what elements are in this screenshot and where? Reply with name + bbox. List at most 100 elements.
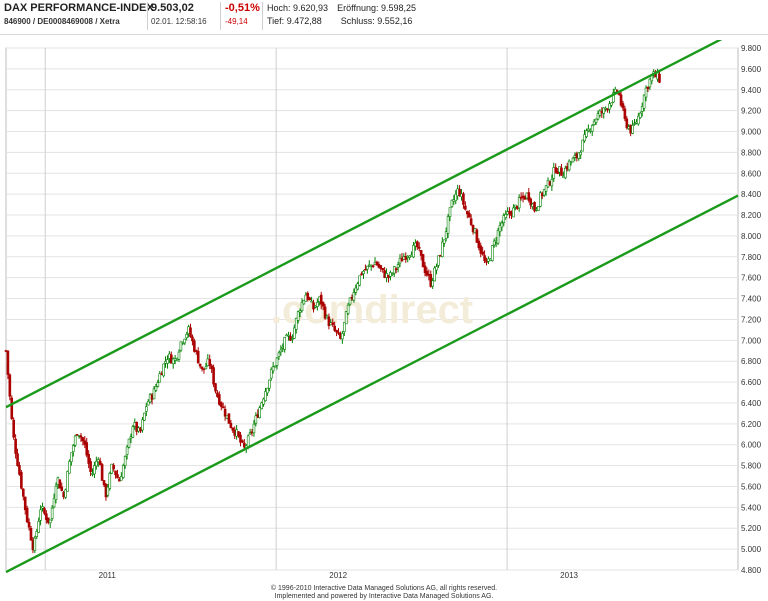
candle-body [400,257,404,262]
last-price: 9.503,02 [151,2,194,14]
candle-body [356,283,360,290]
candle-body [571,157,575,163]
candle-body [60,486,64,491]
candle-body [335,329,338,333]
high-value: 9.620,93 [293,3,329,13]
trend-channel-upper [5,29,739,409]
candle-body [519,196,523,199]
candle-body [527,192,531,201]
candle-body [587,128,590,131]
candle-body [485,261,488,263]
candle-body [193,340,196,352]
candle-body [41,506,44,509]
candle-body [48,519,52,524]
candle-body [223,408,227,417]
candle-body [327,316,331,327]
candle-body [146,401,150,406]
candle-body [319,294,323,305]
candle-body [162,363,165,377]
candle-body [360,273,363,276]
candle-body [539,192,542,207]
y-tick-label: 9.000 [741,128,762,137]
divider [262,2,263,30]
price-block: 9.503,02 02.01. 12:58:16 [151,2,207,28]
candle-body [500,222,504,228]
candle-body [58,479,62,489]
candle-body [321,302,325,307]
candle-body [75,434,79,436]
candle-body [567,160,571,171]
candle-body [262,398,265,405]
instrument-identifier: 846900 / DE0008469008 / Xetra [4,17,120,26]
candle-body [544,185,548,192]
x-tick-label: 2012 [329,571,347,580]
y-tick-label: 4.800 [741,566,762,575]
candle-body [462,193,465,205]
candle-body [8,374,12,397]
instrument-title: DAX PERFORMANCE-INDEX 846900 / DE0008469… [4,2,154,28]
candle-body [496,230,500,244]
candle-body [435,266,438,271]
candle-body [27,521,31,528]
candle-body [37,521,40,533]
candle-body [391,273,394,275]
candle-body [623,108,627,119]
candle-body [444,231,448,239]
candle-body [121,465,125,478]
candle-body [185,333,188,339]
y-tick-label: 5.400 [741,503,762,512]
change-percent: -0,51% [225,2,260,14]
candle-body [189,327,192,337]
candle-body [504,214,508,218]
y-tick-label: 9.200 [741,107,762,116]
candle-body [419,250,423,256]
candle-body [131,426,135,438]
candle-body [252,423,256,434]
candle-body [331,322,335,326]
candle-body [631,125,634,134]
candle-body [592,120,596,125]
instrument-name: DAX PERFORMANCE-INDEX [4,2,154,14]
candle-body [448,207,452,217]
y-tick-label: 7.000 [741,336,762,345]
candle-body [275,357,279,366]
candle-body [66,471,69,492]
candle-body [446,216,450,234]
candle-body [25,507,29,523]
candle-body [502,215,506,223]
y-tick-label: 5.200 [741,524,762,533]
y-tick-label: 7.200 [741,315,762,324]
candle-body [425,270,429,276]
candle-body [152,388,156,400]
powered-by-line: Implemented and powered by Interactive D… [274,593,494,600]
close-label: Schluss: [340,16,375,26]
plot-frame [5,47,739,571]
copyright-footer: © 1996-2010 Interactive Data Managed Sol… [0,585,768,601]
candle-body [20,472,23,489]
candle-body [218,394,221,405]
candle-body [227,413,231,424]
candle-body [85,442,89,456]
candle-body [237,431,240,437]
candle-body [93,465,96,475]
candle-body [346,304,350,314]
candle-body [39,509,42,521]
candle-body [416,241,419,248]
candle-body [554,167,557,173]
candle-body [196,350,200,364]
price-chart: 4.800 5.000 5.200 5.400 5.600 5.800 6.000 6.200… [4,29,762,580]
candle-body [123,456,127,466]
candle-body [564,167,567,179]
candle-body [33,537,37,551]
candle-body [29,528,33,541]
candle-body [404,256,408,260]
candle-body [214,383,217,392]
candle-body [458,189,461,196]
candle-body [469,218,473,225]
y-tick-label: 6.000 [741,441,762,450]
candle-body [352,292,356,301]
candle-body [596,113,600,120]
y-tick-label: 9.800 [741,44,762,53]
candle-body [287,334,290,337]
candle-body [379,265,383,270]
